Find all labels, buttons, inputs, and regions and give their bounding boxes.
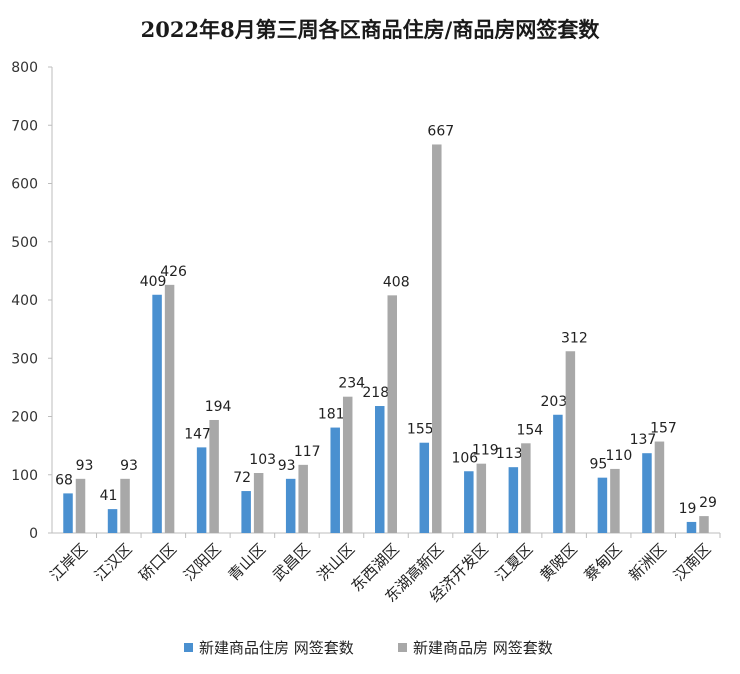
bar-commercial <box>253 473 264 533</box>
y-tick-label: 400 <box>11 293 38 309</box>
chart-title: 2022年8月第三周各区商品住房/商品房网签套数 <box>140 17 600 42</box>
bar-commercial <box>75 478 86 533</box>
legend-label-residential: 新建商品住房 网签套数 <box>199 639 354 657</box>
legend-item-residential: 新建商品住房 网签套数 <box>184 637 354 658</box>
bar-residential <box>152 294 162 533</box>
data-label-residential: 19 <box>679 501 697 517</box>
data-label-residential: 68 <box>55 472 73 488</box>
y-tick-label: 600 <box>11 177 38 193</box>
legend-swatch-commercial <box>398 643 407 652</box>
x-tick-label: 新洲区 <box>625 540 670 585</box>
y-tick-label: 0 <box>29 526 38 542</box>
y-tick-label: 500 <box>11 235 38 251</box>
x-tick-label: 青山区 <box>225 540 270 585</box>
x-tick-label: 硚口区 <box>136 540 181 585</box>
bar-residential <box>686 521 697 533</box>
data-label-commercial: 154 <box>516 422 543 438</box>
y-tick-label: 100 <box>11 468 38 484</box>
data-label-commercial: 157 <box>650 421 677 437</box>
data-label-residential: 95 <box>590 457 608 473</box>
x-tick-label: 武昌区 <box>269 540 314 585</box>
bar-residential <box>642 453 652 533</box>
bar-commercial <box>610 468 620 533</box>
y-tick-label: 800 <box>11 60 38 76</box>
data-label-residential: 137 <box>630 432 657 448</box>
data-label-commercial: 312 <box>561 330 588 346</box>
data-label-commercial: 93 <box>120 458 138 474</box>
bar-residential <box>419 442 430 533</box>
y-tick-label: 700 <box>11 118 38 134</box>
x-tick-label: 汉南区 <box>670 540 715 585</box>
data-label-commercial: 117 <box>294 444 321 460</box>
data-label-residential: 218 <box>362 385 389 401</box>
bar-residential <box>375 406 385 533</box>
bar-commercial <box>209 419 219 533</box>
bar-commercial <box>565 351 576 533</box>
data-label-commercial: 119 <box>472 443 499 459</box>
x-tick-label: 蔡甸区 <box>581 540 626 585</box>
data-label-residential: 93 <box>278 458 296 474</box>
data-label-commercial: 93 <box>76 458 94 474</box>
y-tick-label: 200 <box>11 410 38 426</box>
bar-commercial <box>298 464 308 533</box>
bar-residential <box>464 471 474 533</box>
data-label-commercial: 103 <box>249 452 276 468</box>
data-label-residential: 181 <box>318 407 345 423</box>
bar-commercial <box>120 478 130 533</box>
bar-commercial <box>164 284 175 533</box>
legend-swatch-residential <box>184 643 193 652</box>
bar-residential <box>196 447 207 533</box>
bar-residential <box>330 427 340 533</box>
bar-residential <box>553 414 563 533</box>
bar-residential <box>107 509 118 533</box>
data-label-residential: 155 <box>407 422 434 438</box>
data-label-residential: 147 <box>184 426 211 442</box>
bar-residential <box>597 477 608 533</box>
bar-residential <box>241 491 251 533</box>
bar-commercial <box>387 295 397 533</box>
data-label-residential: 113 <box>496 446 523 462</box>
bar-commercial <box>476 463 487 533</box>
data-label-commercial: 408 <box>383 274 410 290</box>
bar-residential <box>285 478 296 533</box>
bar-commercial <box>342 396 353 533</box>
legend-label-commercial: 新建商品房 网签套数 <box>413 639 553 657</box>
data-label-commercial: 667 <box>427 123 454 139</box>
data-label-commercial: 234 <box>338 376 365 392</box>
bar-commercial <box>699 516 709 533</box>
bar-residential <box>63 493 73 533</box>
x-tick-label: 汉阳区 <box>180 540 225 585</box>
data-label-commercial: 29 <box>699 495 717 511</box>
data-label-commercial: 194 <box>205 399 232 415</box>
x-tick-label: 江夏区 <box>492 540 537 585</box>
data-label-residential: 72 <box>233 470 251 486</box>
data-label-residential: 41 <box>100 488 118 504</box>
data-label-residential: 409 <box>140 274 167 290</box>
bar-residential <box>508 467 519 533</box>
x-tick-label: 江岸区 <box>46 540 91 585</box>
x-tick-label: 江汉区 <box>91 540 136 585</box>
bar-commercial <box>654 441 665 533</box>
data-label-residential: 203 <box>541 394 568 410</box>
bar-commercial <box>521 443 531 533</box>
data-label-commercial: 110 <box>606 448 633 464</box>
legend-item-commercial: 新建商品房 网签套数 <box>398 637 553 658</box>
x-tick-label: 黄陂区 <box>536 540 581 585</box>
data-label-commercial: 426 <box>160 264 187 280</box>
data-label-residential: 106 <box>451 450 478 466</box>
bar-commercial <box>432 144 442 533</box>
y-tick-label: 300 <box>11 351 38 367</box>
